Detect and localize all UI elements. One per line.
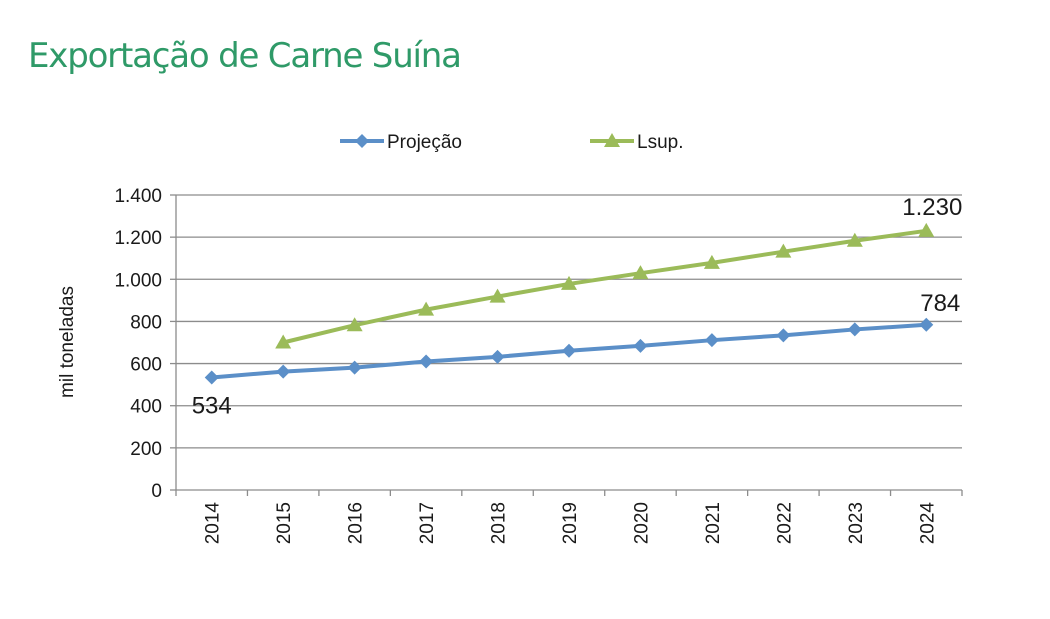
data-point <box>918 222 935 237</box>
x-tick-label: 2019 <box>560 502 581 544</box>
data-label: 784 <box>920 290 960 317</box>
data-point <box>490 349 505 364</box>
x-tick-label: 2018 <box>489 502 510 544</box>
series-lsup <box>275 222 935 349</box>
grid-lines <box>176 194 962 449</box>
x-tick-label: 2024 <box>917 502 938 545</box>
data-label: 534 <box>192 392 232 419</box>
data-point <box>604 133 620 147</box>
data-point <box>275 334 292 349</box>
x-tick-label: 2016 <box>346 502 367 544</box>
data-point <box>419 354 434 369</box>
x-tick-label: 2014 <box>203 502 224 545</box>
data-point <box>633 338 648 353</box>
y-tick-label: 400 <box>130 397 162 418</box>
data-point <box>204 370 219 385</box>
legend-label: Lsup. <box>637 132 683 153</box>
x-tick-label: 2015 <box>274 502 295 544</box>
x-tick-label: 2017 <box>417 502 438 544</box>
axes <box>170 194 963 496</box>
data-point <box>355 134 369 148</box>
page-title: Exportação de Carne Suína <box>28 36 462 76</box>
y-tick-label: 0 <box>151 481 162 502</box>
data-point <box>846 232 863 247</box>
data-point <box>704 333 719 348</box>
x-tick-label: 2020 <box>631 502 652 544</box>
data-point <box>276 364 291 379</box>
y-tick-label: 600 <box>130 355 162 376</box>
legend-item-projecao: Projeção <box>340 132 462 153</box>
data-labels: 534 784 1.230 <box>192 194 963 420</box>
y-tick-label: 200 <box>130 439 162 460</box>
data-point <box>418 301 435 316</box>
data-point <box>489 288 506 303</box>
legend: Projeção Lsup. <box>340 132 683 153</box>
data-point <box>847 322 862 337</box>
y-tick-label: 1.000 <box>114 270 162 291</box>
data-point <box>347 360 362 375</box>
y-tick-label: 1.400 <box>114 186 162 207</box>
y-axis-label: mil toneladas <box>57 286 78 398</box>
x-tick-label: 2021 <box>703 502 724 544</box>
data-point <box>919 317 934 332</box>
data-point <box>346 317 363 332</box>
series-line <box>282 228 927 345</box>
data-label: 1.230 <box>902 194 962 221</box>
y-tick-labels: 0 200 400 600 800 1.000 1.200 1.400 <box>114 186 162 502</box>
y-tick-label: 800 <box>130 312 162 333</box>
data-point <box>703 254 720 269</box>
x-tick-label: 2023 <box>846 502 867 544</box>
y-tick-label: 1.200 <box>114 228 162 249</box>
data-point <box>632 265 649 280</box>
x-tick-label: 2022 <box>774 502 795 544</box>
data-point <box>561 275 577 290</box>
data-point <box>562 343 576 358</box>
series <box>204 222 935 385</box>
data-point <box>776 328 791 343</box>
data-point <box>775 243 792 258</box>
x-tick-labels: 2014 2015 2016 2017 2018 2019 2020 2021 2022 2023… <box>203 502 939 545</box>
legend-item-lsup: Lsup. <box>590 132 683 153</box>
legend-label: Projeção <box>387 132 462 153</box>
series-projecao <box>204 317 934 385</box>
